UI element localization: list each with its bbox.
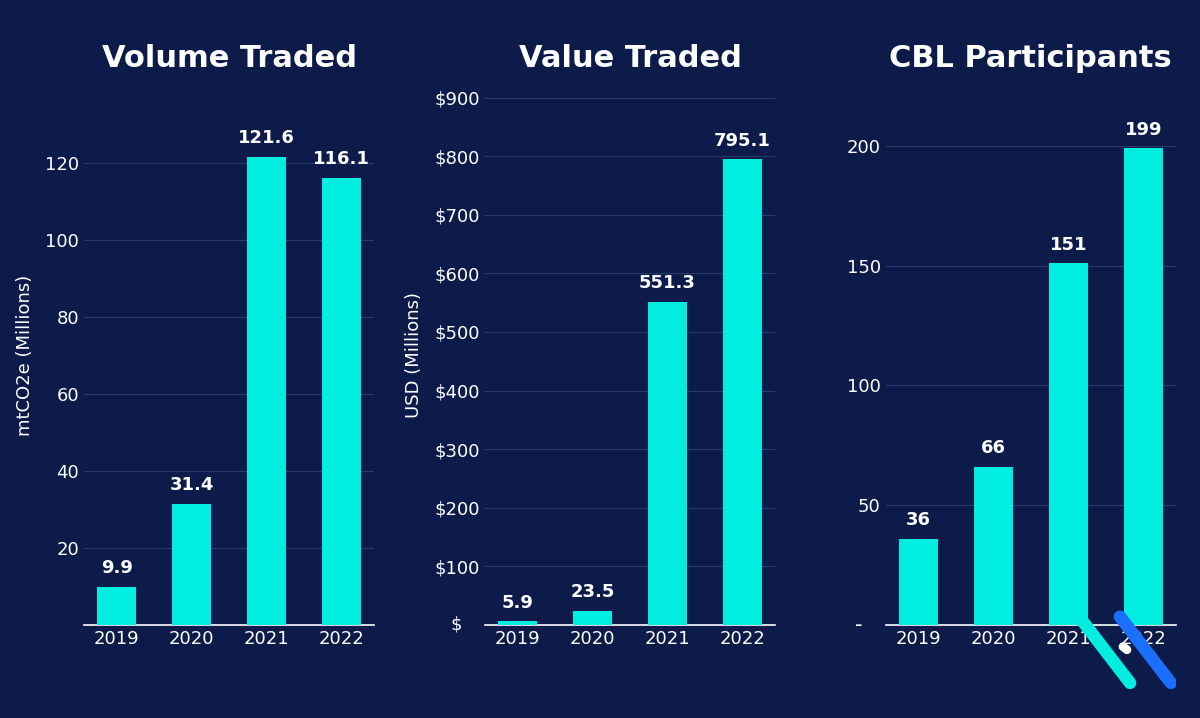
Bar — [173, 504, 211, 625]
Text: 66: 66 — [980, 439, 1006, 457]
Bar — [97, 587, 137, 625]
Text: 795.1: 795.1 — [714, 131, 770, 149]
Text: 9.9: 9.9 — [101, 559, 133, 577]
Text: 121.6: 121.6 — [239, 129, 295, 147]
Text: 31.4: 31.4 — [169, 476, 214, 494]
Bar — [247, 157, 287, 625]
Bar — [1123, 149, 1163, 625]
Text: 23.5: 23.5 — [570, 583, 614, 601]
Bar — [498, 621, 536, 625]
Bar — [1049, 264, 1087, 625]
Bar — [724, 159, 762, 625]
Text: $: $ — [450, 615, 462, 634]
Bar — [648, 302, 688, 625]
Text: 36: 36 — [906, 510, 931, 528]
Text: 151: 151 — [1050, 236, 1087, 253]
Y-axis label: USD (Millions): USD (Millions) — [406, 292, 424, 419]
Y-axis label: mtCO2e (Millions): mtCO2e (Millions) — [16, 275, 34, 436]
Title: Value Traded: Value Traded — [518, 44, 742, 73]
Bar — [572, 611, 612, 625]
Text: 5.9: 5.9 — [502, 594, 534, 612]
Text: 551.3: 551.3 — [640, 274, 696, 292]
Text: 199: 199 — [1124, 121, 1162, 139]
Title: Volume Traded: Volume Traded — [102, 44, 356, 73]
Bar — [323, 178, 361, 625]
Text: -: - — [854, 615, 863, 635]
Text: 116.1: 116.1 — [313, 150, 370, 169]
Bar — [899, 538, 937, 625]
Bar — [973, 467, 1013, 625]
Title: CBL Participants: CBL Participants — [889, 44, 1172, 73]
